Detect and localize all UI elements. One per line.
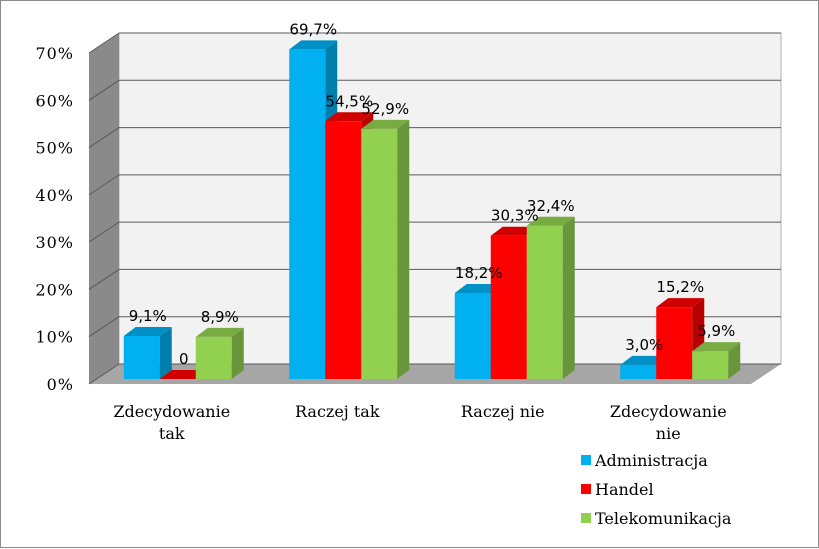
y-axis-ticks: 0% 10% 20% 30% 40% 50% 60% 70% xyxy=(35,44,74,394)
legend-label: Telekomunikacja xyxy=(595,509,732,528)
gridline-side xyxy=(88,221,120,243)
bar-front xyxy=(123,335,160,379)
side-wall xyxy=(89,33,119,384)
legend-label: Handel xyxy=(595,480,654,499)
bar-telekomunikacja-1 xyxy=(195,327,244,379)
category-label: Zdecydowanie tak xyxy=(113,402,230,443)
bar-top xyxy=(289,40,338,50)
y-tick-label: 20% xyxy=(35,280,74,299)
y-tick-label: 30% xyxy=(35,233,74,252)
bar-administracja-1 xyxy=(123,326,172,379)
bar-top xyxy=(325,112,374,122)
data-label: 69,7% xyxy=(289,20,337,38)
data-label: 5,9% xyxy=(697,322,735,340)
bar-front xyxy=(361,128,398,379)
category-label-line: nie xyxy=(656,424,681,443)
bar-top xyxy=(361,119,410,129)
bar-top xyxy=(526,216,575,226)
bar-side xyxy=(397,119,410,379)
bar-top xyxy=(123,326,172,336)
bar-side xyxy=(562,216,575,379)
chart-walls xyxy=(89,32,782,384)
legend-swatch xyxy=(581,455,591,465)
y-tick-label: 0% xyxy=(47,375,74,394)
gridline-side xyxy=(88,127,120,148)
category-label-line: Zdecydowanie xyxy=(113,402,230,421)
category-label-line: Zdecydowanie xyxy=(610,402,727,421)
y-tick-label: 50% xyxy=(35,139,74,158)
bar-front xyxy=(490,235,527,379)
bar-front xyxy=(195,336,232,379)
y-tick-label: 40% xyxy=(35,186,74,205)
x-axis-categories: Zdecydowanie tak Raczej tak Raczej nie Zdecy… xyxy=(113,402,726,443)
bar-front xyxy=(526,225,563,379)
bar-top xyxy=(195,327,244,337)
category-label: Raczej nie xyxy=(461,402,545,421)
y-tick-label: 70% xyxy=(35,44,74,63)
bar-side xyxy=(159,326,172,379)
bar-top xyxy=(692,342,741,352)
bar-front xyxy=(620,364,657,379)
data-labels: 9,1% 0 8,9% 69,7% 54,5%52,9% 18,2% 30,3%32,4% 3… xyxy=(129,20,736,368)
legend: Administracja Handel Telekomunikacja xyxy=(581,451,732,528)
legend-swatch xyxy=(581,484,591,494)
bar-telekomunikacja-4 xyxy=(692,342,741,379)
gridline-side xyxy=(88,269,120,290)
data-label: 15,2% xyxy=(656,278,704,296)
data-label: 8,9% xyxy=(201,308,239,326)
data-label: 9,1% xyxy=(129,307,167,325)
gridline-side xyxy=(88,363,120,385)
bar-top xyxy=(656,298,705,308)
category-label-line: Raczej nie xyxy=(461,402,545,421)
bar-front xyxy=(454,292,491,379)
legend-label: Administracja xyxy=(594,451,708,470)
legend-swatch xyxy=(581,513,591,523)
category-label: Zdecydowanie nie xyxy=(610,402,727,443)
bar-front xyxy=(656,307,693,379)
bar-telekomunikacja-2 xyxy=(361,119,410,379)
data-label: 54,5% xyxy=(325,92,373,110)
data-label: 0 xyxy=(179,350,189,368)
bar-telekomunikacja-3 xyxy=(526,216,575,379)
bar-front xyxy=(692,351,729,379)
y-tick-label: 10% xyxy=(35,328,74,347)
category-label-line: tak xyxy=(159,424,185,443)
floor xyxy=(89,364,781,384)
y-tick-label: 60% xyxy=(35,91,74,110)
category-label-line: Raczej tak xyxy=(295,402,380,421)
bar-front xyxy=(289,49,326,379)
data-label: 3,0% xyxy=(625,336,663,354)
data-label: 18,2% xyxy=(455,264,503,282)
gridline-side xyxy=(88,32,120,54)
data-label: 30,3% xyxy=(491,207,539,225)
data-label: 52,9% xyxy=(361,100,409,118)
data-label: 32,4% xyxy=(527,197,575,215)
bar-side xyxy=(728,342,741,379)
category-label: Raczej tak xyxy=(295,402,380,421)
bar-side xyxy=(231,327,244,379)
gridline-side xyxy=(88,174,120,196)
gridline-side xyxy=(88,316,120,338)
bars xyxy=(123,40,741,380)
gridline-side xyxy=(88,79,120,101)
bar-front xyxy=(325,121,362,380)
